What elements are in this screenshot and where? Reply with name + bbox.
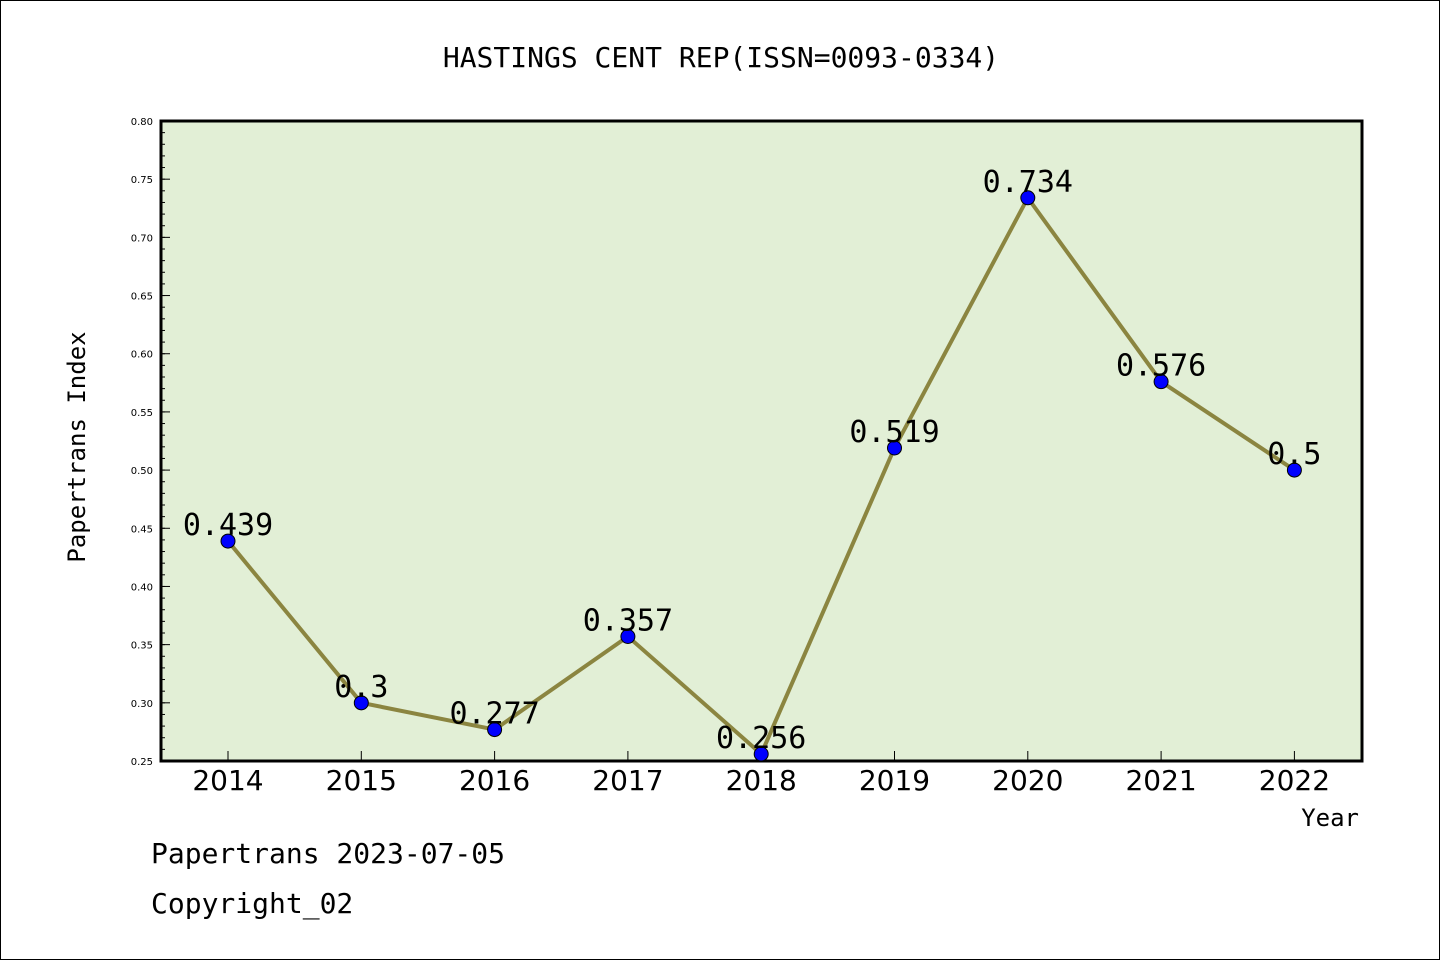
- y-tick-label: 0.30: [131, 699, 153, 710]
- data-point: [353, 695, 369, 711]
- footer-date: Papertrans 2023-07-05: [151, 837, 506, 870]
- x-tick-label: 2019: [859, 764, 930, 797]
- data-label: 0.277: [449, 697, 539, 732]
- y-tick-label: 0.75: [131, 175, 153, 186]
- data-label: 0.519: [849, 415, 939, 450]
- y-tick-label: 0.55: [131, 408, 153, 419]
- y-tick-label: 0.80: [131, 117, 153, 128]
- y-tick-label: 0.45: [131, 524, 153, 535]
- x-tick-label: 2020: [992, 764, 1063, 797]
- chart-title: HASTINGS CENT REP(ISSN=0093-0334): [443, 41, 999, 74]
- data-label: 0.357: [583, 603, 673, 638]
- data-label: 0.256: [716, 721, 806, 756]
- data-point: [1020, 190, 1036, 206]
- y-tick-label: 0.40: [131, 582, 153, 593]
- data-point: [753, 746, 769, 762]
- y-tick-label: 0.25: [131, 757, 153, 768]
- y-tick-label: 0.35: [131, 641, 153, 652]
- data-point: [487, 722, 503, 738]
- y-axis-ticks: 0.25 0.30 0.35 0.40 0.45 0.50 0.55 0.60 0.65 0.70…: [131, 117, 170, 768]
- plot-area: [159, 119, 1364, 763]
- y-tick-label: 0.65: [131, 292, 153, 303]
- data-label: 0.5: [1267, 437, 1321, 472]
- x-tick-label: 2015: [326, 764, 397, 797]
- x-tick-label: 2016: [459, 764, 530, 797]
- footer-copyright: Copyright_02: [151, 887, 354, 920]
- x-tick-label: 2017: [592, 764, 663, 797]
- x-tick-label: 2014: [192, 764, 263, 797]
- x-tick-label: 2022: [1259, 764, 1330, 797]
- data-label: 0.576: [1116, 349, 1206, 384]
- series-markers: [220, 190, 1302, 762]
- data-point: [620, 628, 636, 644]
- data-point: [1153, 374, 1169, 390]
- data-point: [887, 440, 902, 456]
- x-axis-label: Year: [1301, 804, 1359, 832]
- data-point: [1286, 462, 1302, 478]
- data-point: [220, 533, 236, 549]
- x-tick-label: 2021: [1125, 764, 1196, 797]
- x-axis-ticks: 2014 2015 2016 2017 2018 2019 2020 2021 2022: [192, 751, 1330, 797]
- y-tick-label: 0.50: [131, 466, 153, 477]
- x-tick-label: 2018: [726, 764, 797, 797]
- data-labels: 0.439 0.3 0.277 0.357 0.256 0.519 0.734 0.576 0.…: [183, 165, 1322, 756]
- y-tick-label: 0.70: [131, 233, 153, 244]
- y-axis-label: Papertrans Index: [63, 331, 91, 562]
- data-label: 0.734: [983, 165, 1073, 200]
- y-tick-label: 0.60: [131, 350, 153, 361]
- data-label: 0.3: [334, 670, 388, 705]
- data-label: 0.439: [183, 508, 273, 543]
